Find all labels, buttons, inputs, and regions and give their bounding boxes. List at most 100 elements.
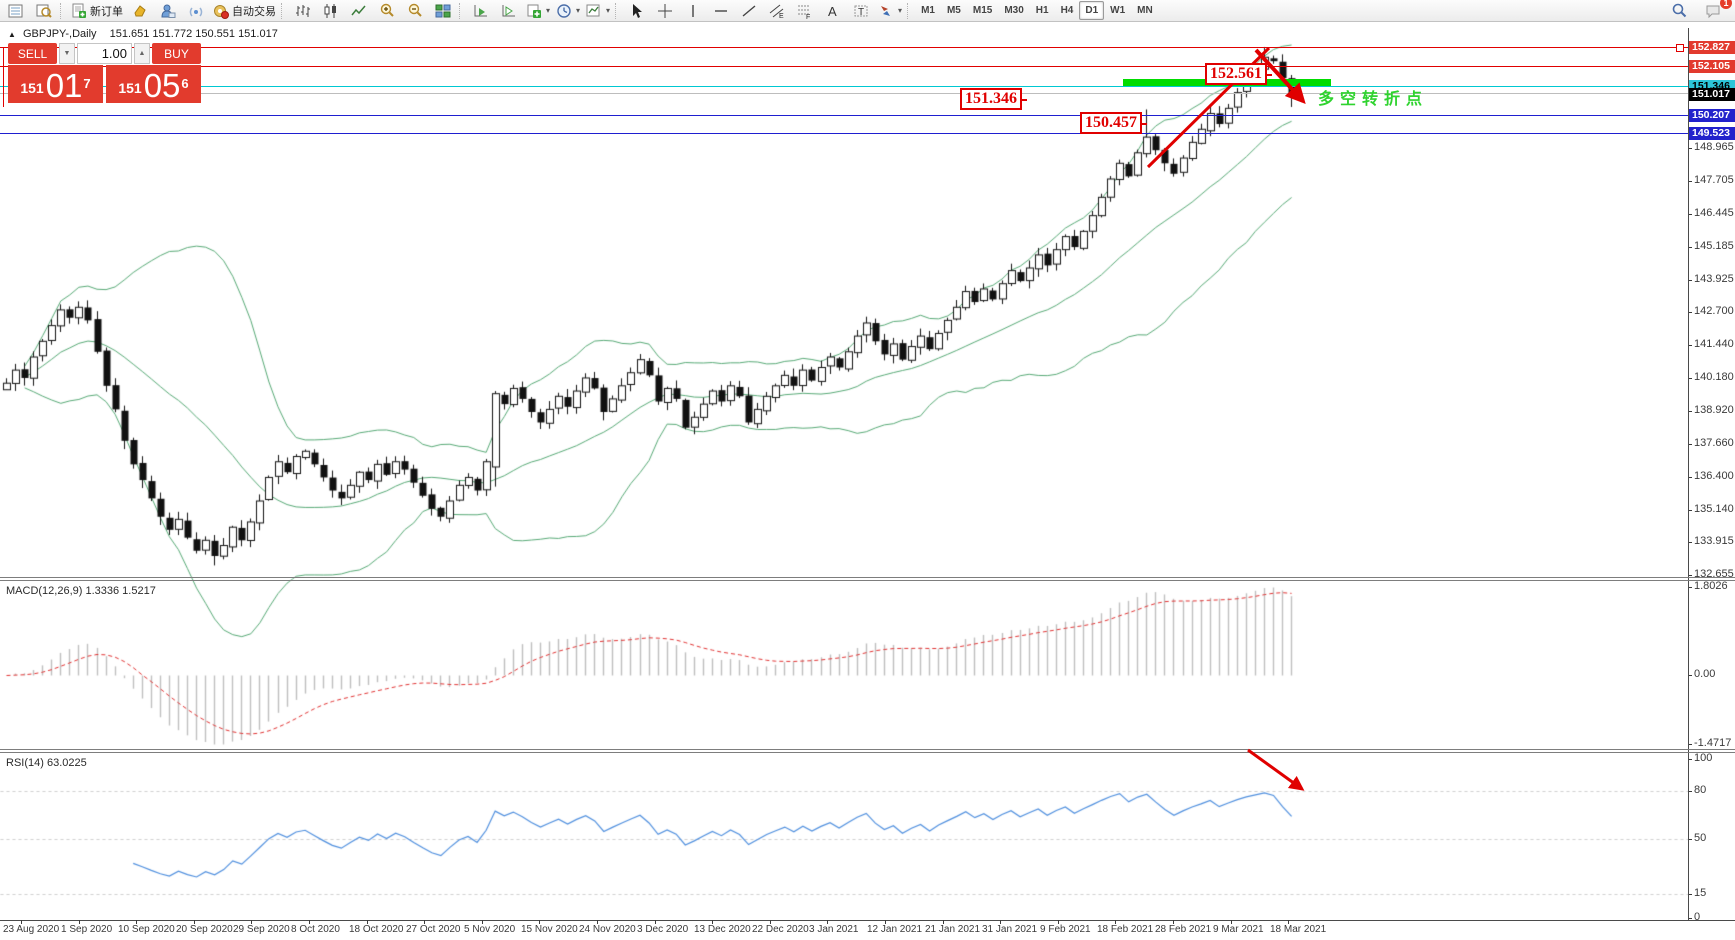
- bid-price[interactable]: 151 01 7: [8, 65, 103, 103]
- search-button[interactable]: [1665, 0, 1693, 22]
- timeframe-m15[interactable]: M15: [972, 5, 993, 16]
- cursor-tool-button[interactable]: [623, 0, 651, 22]
- price-axis-line[interactable]: [1688, 28, 1689, 920]
- timeframe-h4[interactable]: H4: [1060, 5, 1074, 16]
- horizontal-level-line[interactable]: [0, 115, 1688, 116]
- new-order-button[interactable]: 新订单: [68, 0, 126, 22]
- arrows-tool-button[interactable]: ▾: [875, 0, 905, 22]
- sell-button[interactable]: SELL: [8, 43, 57, 64]
- price-tick-label: 146.445: [1694, 207, 1734, 219]
- price-tick-label: 145.185: [1694, 240, 1734, 252]
- price-badge-151.017: 151.017: [1689, 88, 1735, 101]
- date-tick-mark: [655, 920, 656, 924]
- chart-collapse-icon[interactable]: ▲: [8, 30, 16, 39]
- pane-separator[interactable]: [0, 577, 1735, 578]
- price-badge-152.827: 152.827: [1689, 41, 1735, 54]
- volume-increase-button[interactable]: ▲: [134, 43, 150, 64]
- date-label: 18 Oct 2020: [349, 924, 404, 935]
- price-chart-canvas[interactable]: [0, 23, 1688, 920]
- price-tick-mark: [1688, 444, 1692, 445]
- pane-separator[interactable]: [0, 752, 1735, 753]
- date-label: 27 Oct 2020: [406, 924, 461, 935]
- zoom-in-button[interactable]: [373, 0, 401, 22]
- horizontal-level-line[interactable]: [0, 47, 1688, 48]
- horizontal-level-line[interactable]: [0, 86, 1688, 87]
- autotrading-icon: [214, 4, 229, 19]
- candlestick-chart-button[interactable]: [317, 0, 345, 22]
- timeframe-d1[interactable]: D1: [1079, 1, 1105, 20]
- date-tick-mark: [194, 920, 195, 924]
- price-badge-149.523: 149.523: [1689, 127, 1735, 140]
- tile-windows-button[interactable]: [429, 0, 457, 22]
- autotrading-button[interactable]: 自动交易: [210, 0, 279, 22]
- horizontal-level-line[interactable]: [0, 66, 1688, 67]
- template-button[interactable]: ▾: [583, 0, 613, 22]
- rsi-label: RSI(14) 63.0225: [6, 757, 87, 769]
- volume-decrease-button[interactable]: ▼: [59, 43, 75, 64]
- line-chart-icon: [351, 5, 366, 15]
- horizontal-line-tool-button[interactable]: [707, 0, 735, 22]
- callout-connector: [1020, 99, 1027, 101]
- signals-button[interactable]: [182, 0, 210, 22]
- timeframe-m30[interactable]: M30: [1004, 5, 1024, 16]
- channel-tool-button[interactable]: E: [763, 0, 791, 22]
- toolbar-separator: [281, 2, 287, 19]
- price-callout-151.346[interactable]: 151.346: [960, 88, 1027, 110]
- market-watch-button[interactable]: [2, 0, 30, 22]
- add-indicator-button[interactable]: ▾: [523, 0, 553, 22]
- one-click-trading-panel: SELL ▼ 1.00 ▲ BUY 151 01 7 151 05 6: [8, 43, 201, 103]
- horizontal-level-line[interactable]: [0, 133, 1688, 134]
- macd-tick-mark: [1688, 675, 1692, 676]
- line-handle[interactable]: [1676, 44, 1684, 52]
- time-axis-line[interactable]: [0, 920, 1735, 921]
- dropdown-caret-icon: ▾: [898, 6, 903, 15]
- horizontal-level-line[interactable]: [0, 93, 1688, 94]
- crosshair-tool-button[interactable]: [651, 0, 679, 22]
- indicator-list-button[interactable]: [495, 0, 523, 22]
- timeframe-w1[interactable]: W1: [1110, 5, 1126, 16]
- trendline-tool-button[interactable]: [735, 0, 763, 22]
- price-tick-mark: [1688, 280, 1692, 281]
- date-label: 18 Feb 2021: [1097, 924, 1154, 935]
- red-box-left-edge[interactable]: [3, 47, 4, 107]
- ask-price[interactable]: 151 05 6: [106, 65, 201, 103]
- timeframe-m1[interactable]: M1: [921, 5, 935, 16]
- zoom-out-button[interactable]: [401, 0, 429, 22]
- bid-pip: 7: [83, 76, 91, 91]
- timeframe-mn[interactable]: MN: [1137, 5, 1153, 16]
- volume-input[interactable]: 1.00: [77, 43, 132, 64]
- buy-button[interactable]: BUY: [152, 43, 201, 64]
- toolbar-separator: [459, 2, 465, 19]
- price-callout-150.457[interactable]: 150.457: [1080, 112, 1147, 134]
- fibonacci-tool-button[interactable]: F: [791, 0, 819, 22]
- pane-separator[interactable]: [0, 749, 1735, 750]
- text-tool-button[interactable]: A: [819, 0, 847, 22]
- price-badge-150.207: 150.207: [1689, 109, 1735, 122]
- text-label-tool-button[interactable]: T: [847, 0, 875, 22]
- ohlc-bars-button[interactable]: [289, 0, 317, 22]
- search-icon: [1672, 3, 1686, 18]
- data-window-button[interactable]: [30, 0, 58, 22]
- timeframe-m5[interactable]: M5: [946, 5, 961, 16]
- price-tick-label: 140.180: [1694, 371, 1734, 383]
- ohlc-bars-icon: [296, 4, 310, 17]
- clock-icon: [557, 3, 571, 18]
- date-label: 31 Jan 2021: [982, 924, 1038, 935]
- notifications-button[interactable]: 1: [1699, 0, 1732, 22]
- vertical-line-tool-button[interactable]: [679, 0, 707, 22]
- pane-separator[interactable]: [0, 580, 1735, 581]
- indicators-button[interactable]: [467, 0, 495, 22]
- metaeditor-button[interactable]: [126, 0, 154, 22]
- date-tick-mark: [1115, 920, 1116, 924]
- timeframe-h1[interactable]: H1: [1035, 5, 1049, 16]
- macd-tick-label: 0.00: [1694, 668, 1716, 680]
- turning-point-annotation[interactable]: 多空转折点: [1318, 91, 1429, 108]
- toolbar-separator: [907, 2, 913, 19]
- mailbox-button[interactable]: [154, 0, 182, 22]
- tile-windows-icon: [435, 4, 451, 17]
- price-callout-152.561[interactable]: 152.561: [1205, 63, 1272, 85]
- period-button[interactable]: ▾: [553, 0, 583, 22]
- rsi-tick-label: 50: [1694, 832, 1707, 844]
- rsi-tick-label: 80: [1694, 784, 1707, 796]
- line-chart-button[interactable]: [345, 0, 373, 22]
